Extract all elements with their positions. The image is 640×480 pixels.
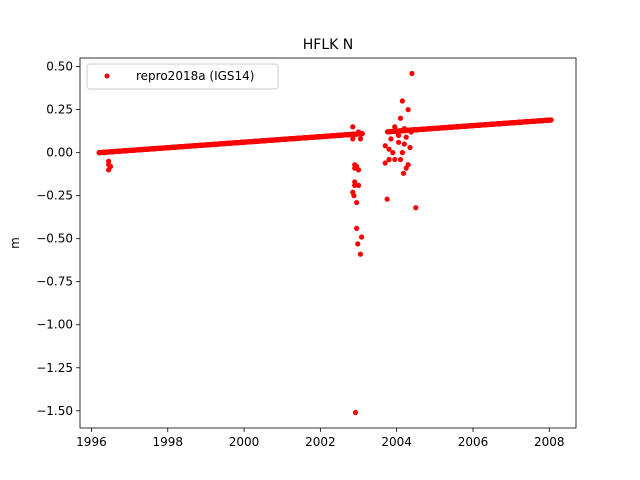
data-point xyxy=(382,143,388,149)
data-points xyxy=(96,70,554,416)
data-point xyxy=(392,124,398,130)
data-point xyxy=(386,156,392,163)
data-point xyxy=(384,196,390,202)
data-point xyxy=(355,182,362,188)
data-point xyxy=(392,156,398,163)
y-tick-label: −0.75 xyxy=(36,275,73,289)
y-tick-label: −0.50 xyxy=(36,232,73,246)
legend-label: repro2018a (IGS14) xyxy=(136,69,254,83)
data-point xyxy=(354,163,360,170)
data-point xyxy=(386,146,392,152)
data-point xyxy=(355,129,362,135)
x-tick-label: 1996 xyxy=(76,435,107,449)
x-tick-label: 2002 xyxy=(305,435,336,449)
x-tick-label: 1998 xyxy=(152,435,183,449)
x-tick-label: 2000 xyxy=(229,435,260,449)
y-axis-label: m xyxy=(8,237,22,249)
legend: repro2018a (IGS14) xyxy=(86,63,279,90)
data-point xyxy=(395,139,402,145)
data-point xyxy=(358,234,365,240)
data-point xyxy=(401,125,407,132)
plot-area xyxy=(96,70,554,416)
data-point xyxy=(395,132,402,139)
x-tick-label: 2006 xyxy=(458,435,489,449)
y-tick-label: 0.50 xyxy=(46,60,73,74)
data-point xyxy=(388,136,394,142)
data-point xyxy=(397,156,404,163)
y-tick-label: −0.25 xyxy=(36,189,73,203)
y-tick-label: −1.00 xyxy=(36,318,73,332)
legend-box xyxy=(86,63,279,90)
data-point xyxy=(408,129,414,135)
data-point xyxy=(354,199,360,206)
x-tick-label: 2004 xyxy=(381,435,412,449)
data-point xyxy=(407,144,413,151)
data-point xyxy=(350,124,356,130)
data-point xyxy=(355,241,361,247)
y-tick-label: 0.25 xyxy=(46,103,73,117)
y-tick-label: 0.00 xyxy=(46,146,73,160)
plot-frame xyxy=(79,57,577,429)
data-point xyxy=(399,98,405,104)
data-point xyxy=(390,150,396,156)
data-point xyxy=(413,205,419,211)
chart-title: HFLK N xyxy=(303,37,353,53)
x-axis: 1996 1998 2000 2002 2004 2006 2008 xyxy=(76,428,565,449)
data-point xyxy=(350,136,356,142)
data-point xyxy=(352,409,359,416)
data-point xyxy=(107,163,114,170)
x-tick-label: 2008 xyxy=(534,435,565,449)
data-point xyxy=(548,117,554,123)
y-axis: 0.50 0.25 0.00 −0.25 −0.50 −0.75 −1.00 −1.25 −1.… xyxy=(36,60,80,418)
data-point xyxy=(403,134,409,140)
data-point xyxy=(354,225,360,231)
data-point xyxy=(397,115,404,121)
data-point xyxy=(357,136,364,142)
data-point xyxy=(352,182,358,188)
data-point xyxy=(382,160,388,166)
data-point xyxy=(409,70,415,77)
y-tick-label: −1.50 xyxy=(36,404,73,418)
data-point xyxy=(351,193,357,199)
data-point xyxy=(399,150,405,156)
y-tick-label: −1.25 xyxy=(36,361,73,375)
data-point xyxy=(405,107,411,113)
data-point xyxy=(401,141,407,147)
data-point xyxy=(405,162,411,168)
data-point xyxy=(357,251,364,257)
legend-marker xyxy=(104,73,110,79)
data-point xyxy=(400,170,407,176)
